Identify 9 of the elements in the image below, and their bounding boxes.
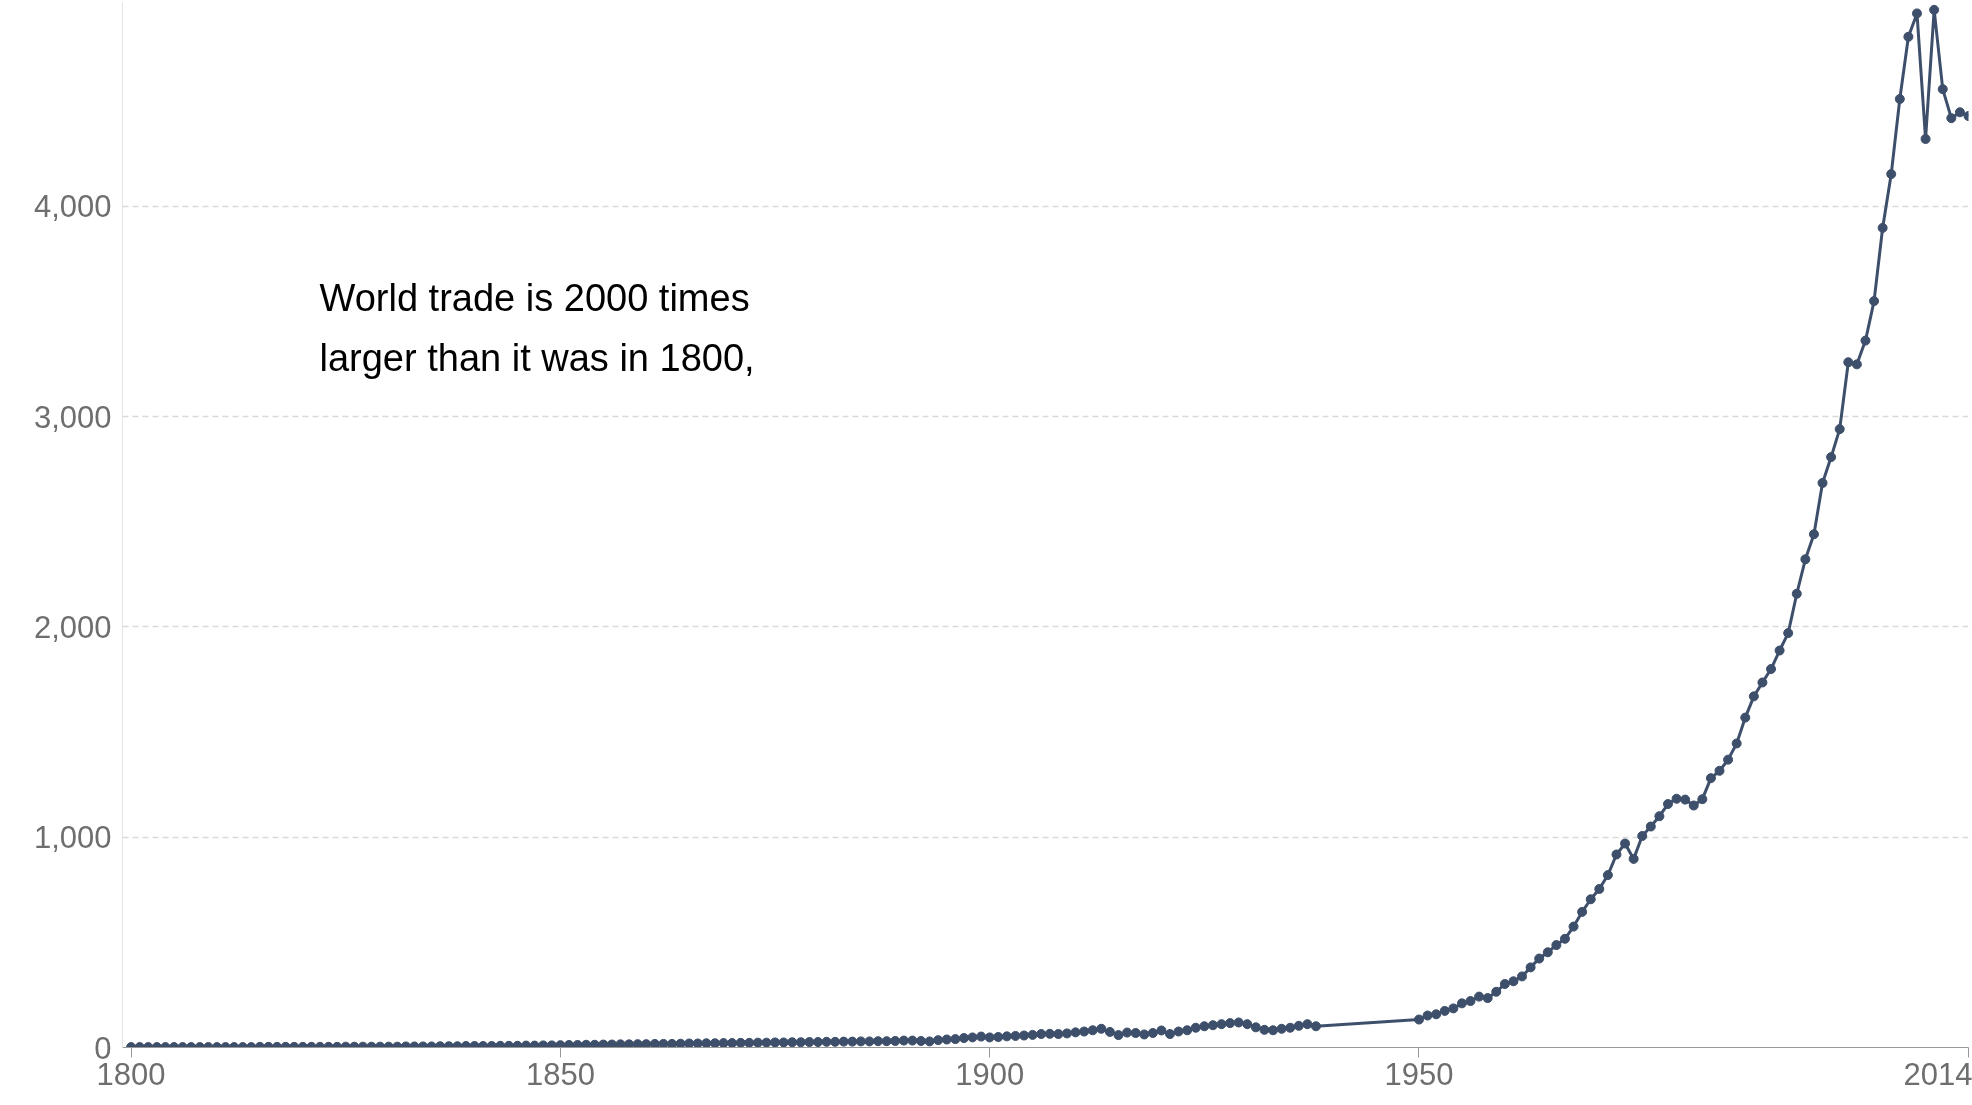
x-tick-label: 1850 (525, 1056, 595, 1092)
y-tick-label: 3,000 (33, 399, 112, 435)
y-tick-label: 4,000 (33, 189, 112, 225)
x-tick-label: 1900 (955, 1056, 1025, 1092)
y-tick-label: 1,000 (33, 820, 112, 856)
annotation: World trade is 2000 times larger than it was in 1800, (319, 276, 755, 380)
y-tick-label: 2,000 (33, 609, 112, 645)
x-tick-label: 2014 (1903, 1056, 1972, 1092)
x-tick-label: 1950 (1384, 1056, 1454, 1092)
